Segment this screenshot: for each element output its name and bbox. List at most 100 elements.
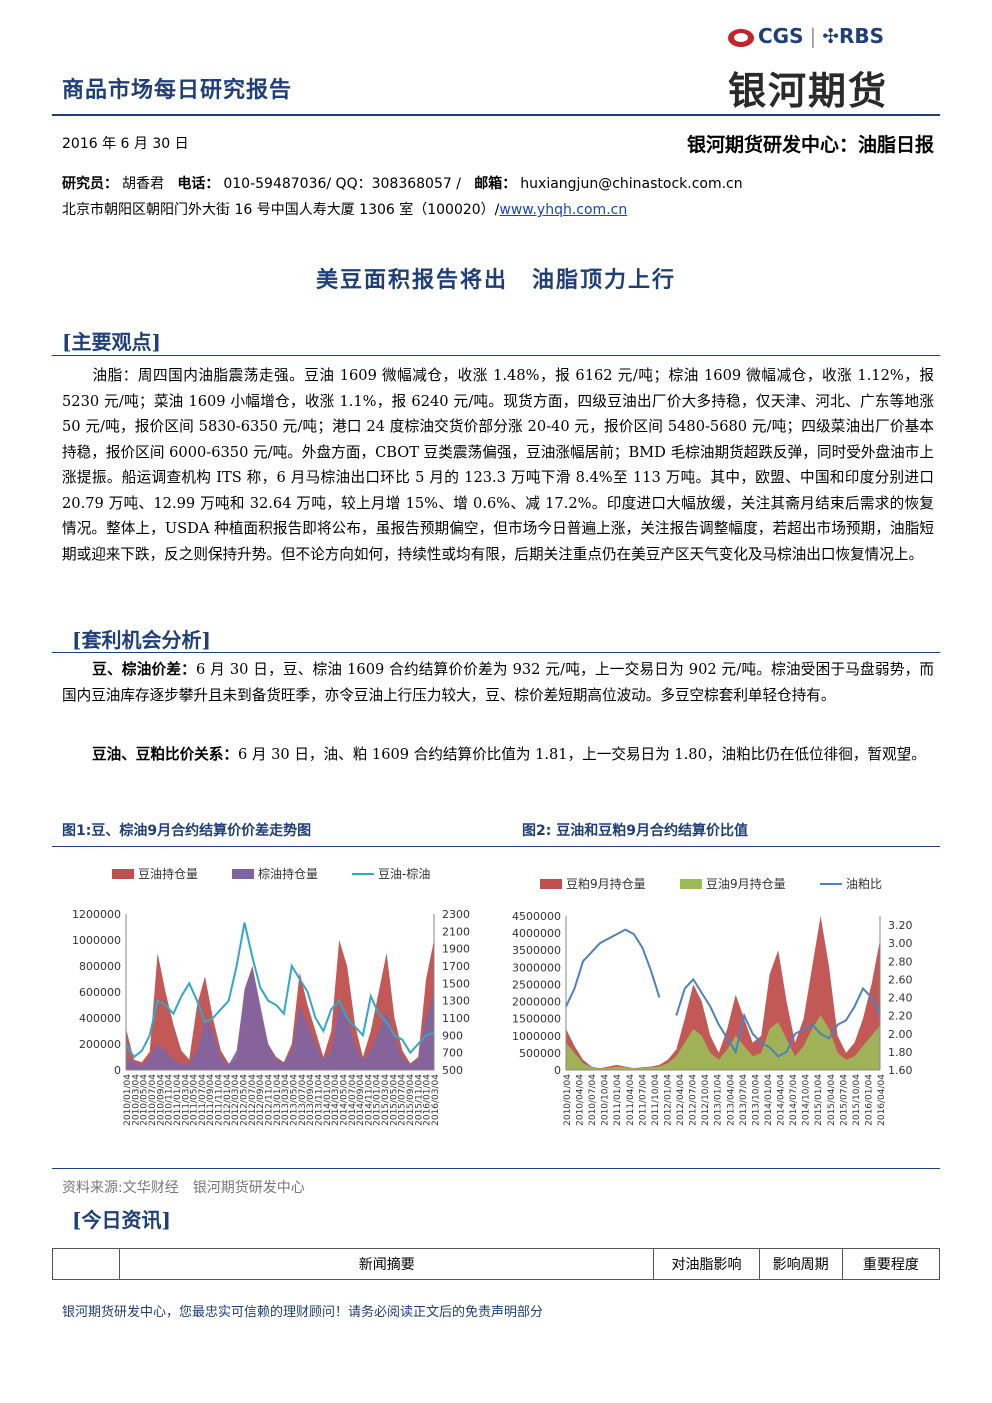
report-headline: 美豆面积报告将出 油脂顶力上行 (315, 267, 676, 293)
left-tick-label: 1000000 (512, 1030, 561, 1043)
legend-swatch (112, 869, 134, 879)
x-tick-label: 2012/04/04 (676, 1074, 686, 1126)
left-tick-label: 2000000 (512, 996, 561, 1009)
x-tick-label: 2015/10/04 (852, 1074, 862, 1126)
right-tick-label: 2.80 (888, 955, 913, 968)
x-tick-label: 2011/09/04 (206, 1074, 216, 1126)
x-tick-label: 2015/05/04 (389, 1074, 399, 1126)
x-tick-label: 2014/07/04 (348, 1074, 358, 1126)
x-tick-label: 2012/07/04 (689, 1074, 699, 1126)
left-tick-label: 0 (114, 1064, 121, 1077)
right-tick-label: 1.80 (888, 1046, 913, 1059)
x-tick-label: 2013/04/04 (726, 1074, 736, 1126)
x-tick-label: 2014/11/04 (364, 1074, 374, 1126)
x-tick-label: 2012/01/04 (663, 1074, 673, 1126)
right-tick-label: 3.20 (888, 919, 913, 932)
x-tick-label: 2010/05/04 (140, 1074, 150, 1126)
x-tick-label: 2012/03/04 (231, 1074, 241, 1126)
right-tick-label: 900 (442, 1029, 463, 1042)
left-tick-label: 400000 (79, 1012, 121, 1025)
x-tick-label: 2010/10/04 (601, 1074, 611, 1126)
x-tick-label: 2013/07/04 (739, 1074, 749, 1126)
right-tick-label: 2.20 (888, 1010, 913, 1023)
header-divider (52, 114, 940, 116)
news-col-summary: 新闻摘要 (119, 1248, 655, 1280)
x-tick-label: 2011/04/04 (626, 1074, 636, 1126)
news-table-header-row: 新闻摘要 对油脂影响 影响周期 重要程度 (51, 1248, 941, 1280)
news-heading: [今日资讯] (72, 1208, 171, 1232)
x-tick-label: 2016/04/04 (877, 1074, 887, 1126)
company-logo-top: CGS | ✣RBS (728, 24, 884, 48)
right-tick-label: 1300 (442, 995, 470, 1008)
x-tick-label: 2012/05/04 (240, 1074, 250, 1126)
website-link[interactable]: www.yhqh.com.cn (499, 202, 628, 218)
left-tick-label: 800000 (79, 960, 121, 973)
news-col-blank (51, 1248, 121, 1280)
report-date: 2016 年 6 月 30 日 (62, 136, 189, 152)
right-tick-label: 2.00 (888, 1028, 913, 1041)
email-value[interactable]: huxiangjun@chinastock.com.cn (520, 176, 743, 192)
x-tick-label: 2013/11/04 (314, 1074, 324, 1126)
x-tick-label: 2015/09/04 (406, 1074, 416, 1126)
x-tick-label: 2011/01/04 (173, 1074, 183, 1126)
x-tick-label: 2015/07/04 (839, 1074, 849, 1126)
left-tick-label: 4000000 (512, 927, 561, 940)
left-tick-label: 1500000 (512, 1013, 561, 1026)
x-tick-label: 2010/01/04 (563, 1074, 573, 1126)
x-tick-label: 2012/11/04 (265, 1074, 275, 1126)
arb-soy-palm-label: 豆、棕油价差： (92, 661, 197, 678)
logo-rbs-text: RBS (839, 24, 885, 48)
x-tick-label: 2010/03/04 (131, 1074, 141, 1126)
phone-label: 电话： (177, 176, 220, 192)
x-tick-label: 2015/03/04 (381, 1074, 391, 1126)
arb-oil-meal-paragraph: 豆油、豆粕比价关系：6 月 30 日，油、粕 1609 合约结算价比值为 1.8… (62, 742, 934, 768)
x-tick-label: 2014/10/04 (802, 1074, 812, 1126)
left-tick-label: 4500000 (512, 910, 561, 923)
x-tick-label: 2016/01/04 (423, 1074, 433, 1126)
x-tick-label: 2014/04/04 (777, 1074, 787, 1126)
main-view-paragraph: 油脂：周四国内油脂震荡走强。豆油 1609 微幅减仓，收涨 1.48%，报 61… (62, 363, 934, 567)
x-tick-label: 2014/07/04 (789, 1074, 799, 1126)
address-line: 北京市朝阳区朝阳门外大街 16 号中国人寿大厦 1306 室（100020）/w… (62, 199, 627, 219)
cgs-logo-icon (728, 28, 754, 47)
left-tick-label: 2500000 (512, 978, 561, 991)
x-tick-label: 2013/01/04 (714, 1074, 724, 1126)
x-tick-label: 2011/11/04 (215, 1074, 225, 1126)
right-tick-label: 2300 (442, 908, 470, 921)
figure-bottom-rule (52, 1168, 940, 1169)
x-tick-label: 2013/09/04 (306, 1074, 316, 1126)
x-tick-label: 2011/03/04 (181, 1074, 191, 1126)
line-series-2 (125, 922, 435, 1059)
arbitrage-heading: [套利机会分析] (72, 628, 211, 652)
phone-value: 010-59487036/ QQ：308368057 / (223, 176, 461, 192)
x-tick-label: 2014/01/04 (323, 1074, 333, 1126)
left-tick-label: 1200000 (72, 908, 121, 921)
legend-label: 豆油9月持仓量 (706, 876, 786, 891)
right-tick-label: 500 (442, 1064, 463, 1077)
news-col-impact: 对油脂影响 (653, 1248, 760, 1280)
left-tick-label: 3000000 (512, 961, 561, 974)
x-tick-label: 2011/07/04 (638, 1074, 648, 1126)
researcher-label: 研究员： (62, 176, 118, 192)
right-tick-label: 700 (442, 1047, 463, 1060)
x-tick-label: 2014/01/04 (764, 1074, 774, 1126)
main-view-heading: [主要观点] (62, 330, 161, 354)
x-tick-label: 2011/01/04 (613, 1074, 623, 1126)
x-tick-label: 2012/10/04 (701, 1074, 711, 1126)
left-tick-label: 600000 (79, 986, 121, 999)
area-series-0 (566, 916, 880, 1070)
chart1-spread-chart: 豆油持仓量 棕油持仓量 豆油-棕油 0 200000 400000 600000 800000… (72, 866, 470, 1126)
line-series-2 (565, 928, 881, 1058)
right-tick-label: 1500 (442, 977, 470, 990)
x-tick-label: 2013/01/04 (273, 1074, 283, 1126)
x-tick-label: 2014/05/04 (339, 1074, 349, 1126)
left-tick-label: 3500000 (512, 944, 561, 957)
x-tick-label: 2010/07/04 (148, 1074, 158, 1126)
left-tick-label: 0 (554, 1064, 561, 1077)
arb-oil-meal-text: 6 月 30 日，油、粕 1609 合约结算价比值为 1.81，上一交易日为 1… (237, 746, 926, 763)
news-table: 新闻摘要 对油脂影响 影响周期 重要程度 (51, 1248, 941, 1280)
legend-label: 棕油持仓量 (258, 866, 318, 881)
x-tick-label: 2012/09/04 (256, 1074, 266, 1126)
left-tick-label: 200000 (79, 1038, 121, 1051)
chart2-ratio-chart: 豆粕9月持仓量 豆油9月持仓量 油粕比 0 500000 1000000 1500000 20… (512, 876, 913, 1126)
